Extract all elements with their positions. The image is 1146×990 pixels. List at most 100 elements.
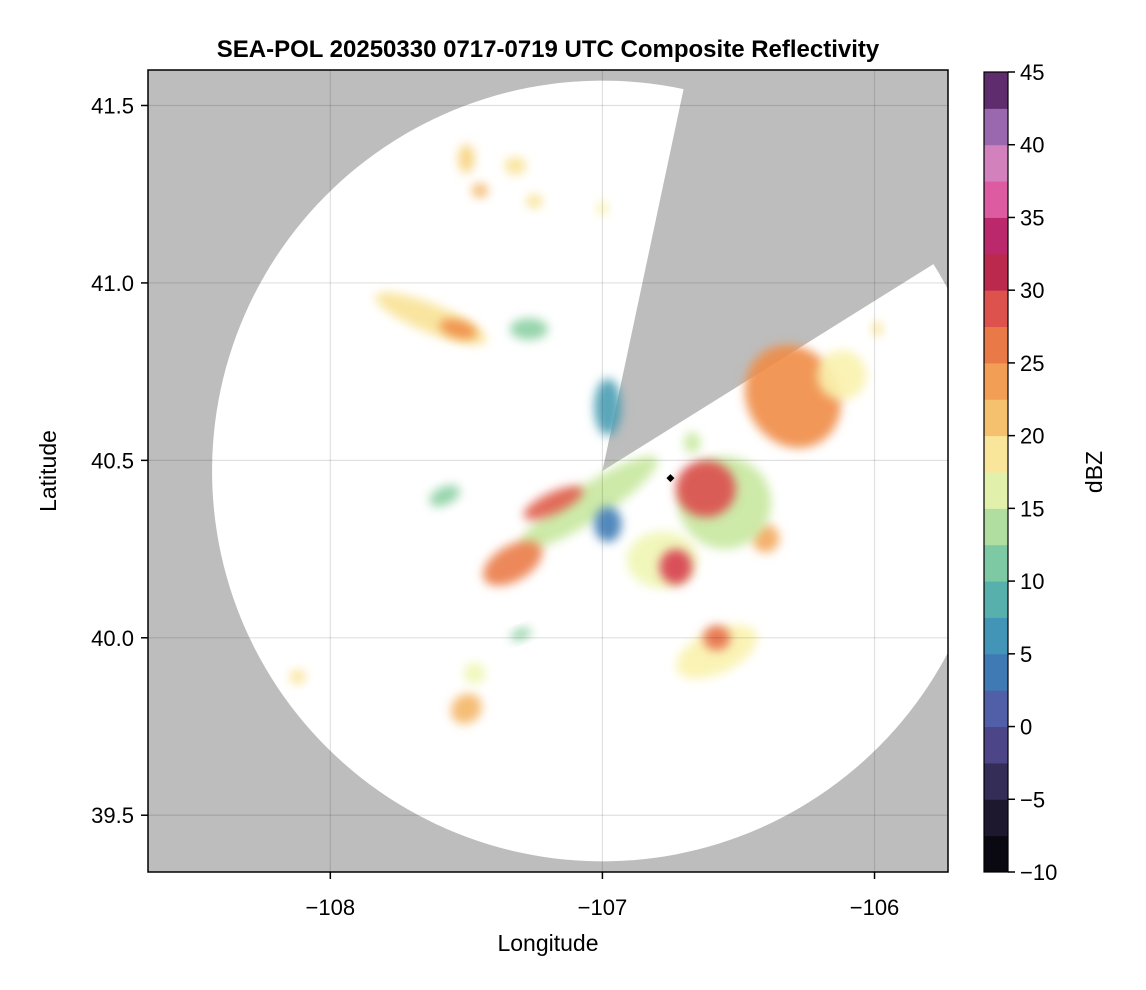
- colorbar-band: [984, 72, 1008, 109]
- echo-cell: [504, 156, 527, 175]
- colorbar-band: [984, 762, 1008, 800]
- colorbar-tick-label: 15: [1020, 496, 1044, 521]
- colorbar-tick-label: 30: [1020, 278, 1044, 303]
- x-tick-label: −108: [306, 895, 356, 920]
- echo-cell: [471, 183, 489, 198]
- colorbar-tick-label: 45: [1020, 60, 1044, 85]
- echo-cell: [523, 486, 584, 520]
- colorbar-tick: 30: [1008, 278, 1044, 303]
- echo-cell: [744, 344, 841, 449]
- echo-cell: [817, 350, 867, 401]
- colorbar-band: [984, 108, 1008, 146]
- y-tick: 40.5: [91, 448, 148, 473]
- echo-cell: [684, 431, 701, 454]
- colorbar-band: [984, 617, 1008, 655]
- x-tick-label: −106: [850, 895, 900, 920]
- echo-cell: [659, 549, 693, 585]
- echo-cell: [439, 319, 477, 339]
- colorbar-tick-label: 0: [1020, 715, 1032, 740]
- colorbar-tick: 10: [1008, 569, 1044, 594]
- radar-coverage-area: [212, 80, 948, 862]
- echo-cell: [482, 540, 543, 586]
- colorbar-band: [984, 690, 1008, 728]
- radar-marker: [666, 474, 675, 483]
- echo-cell: [594, 378, 622, 436]
- echo-cell: [458, 144, 475, 173]
- colorbar-tick-label: 20: [1020, 424, 1044, 449]
- x-tick-label: −107: [578, 895, 628, 920]
- y-axis: 39.5 40.0 40.5 41.0 41.5 Latitude: [35, 93, 148, 828]
- colorbar-tick-label: 35: [1020, 205, 1044, 230]
- colorbar-band: [984, 362, 1008, 400]
- y-tick: 39.5: [91, 803, 148, 828]
- y-tick-label: 40.0: [91, 626, 134, 651]
- colorbar-bands: [984, 72, 1008, 873]
- colorbar-band: [984, 217, 1008, 255]
- colorbar-tick: 45: [1008, 60, 1044, 85]
- echo-cell: [429, 485, 460, 507]
- colorbar-band: [984, 508, 1008, 546]
- colorbar-tick-label: 10: [1020, 569, 1044, 594]
- echo-cell: [594, 506, 622, 542]
- colorbar-band: [984, 544, 1008, 582]
- colorbar-tick-label: −10: [1020, 860, 1057, 885]
- y-tick-label: 39.5: [91, 803, 134, 828]
- x-tick: −107: [578, 872, 628, 920]
- colorbar-band: [984, 144, 1008, 182]
- y-tick-label: 41.0: [91, 271, 134, 296]
- colorbar-tick-label: 40: [1020, 133, 1044, 158]
- colorbar-tick: −5: [1008, 787, 1045, 812]
- colorbar-tick: 0: [1008, 715, 1032, 740]
- colorbar-band: [984, 253, 1008, 291]
- echo-cell: [289, 669, 306, 684]
- echo-cell: [871, 321, 883, 337]
- colorbar-tick: 20: [1008, 424, 1044, 449]
- y-tick-label: 40.5: [91, 448, 134, 473]
- colorbar-band: [984, 726, 1008, 764]
- colorbar-band: [984, 653, 1008, 691]
- echo-cell: [596, 201, 608, 216]
- colorbar-band: [984, 290, 1008, 328]
- colorbar-band: [984, 181, 1008, 218]
- echo-cell: [526, 194, 543, 209]
- colorbar-tick-label: 25: [1020, 351, 1044, 376]
- colorbar-band: [984, 326, 1008, 364]
- colorbar-frame: [983, 71, 1009, 873]
- colorbar-tick: −10: [1008, 860, 1057, 885]
- y-tick-label: 41.5: [91, 93, 134, 118]
- echo-cell: [703, 625, 731, 651]
- colorbar-tick: 15: [1008, 496, 1044, 521]
- echo-cell: [463, 662, 486, 684]
- colorbar-band: [984, 399, 1008, 437]
- colorbar-tick: 5: [1008, 642, 1032, 667]
- echo-cell: [509, 318, 548, 340]
- colorbar-ticks: −10 −5 0 5 10 15 20 25 30 35 40 45: [1008, 60, 1057, 885]
- x-axis: −108 −107 −106 Longitude: [306, 872, 900, 956]
- colorbar-band: [984, 799, 1008, 837]
- colorbar-tick-label: 5: [1020, 642, 1032, 667]
- colorbar-label: dBZ: [1081, 451, 1107, 493]
- echo-cell: [510, 628, 532, 641]
- grid-lines: [148, 70, 948, 872]
- echo-layer: [289, 144, 883, 724]
- colorbar-band: [984, 581, 1008, 618]
- colorbar-tick: 35: [1008, 205, 1044, 230]
- x-tick: −108: [306, 872, 356, 920]
- chart-title: SEA-POL 20250330 0717-0719 UTC Composite…: [217, 36, 880, 63]
- x-axis-label: Longitude: [497, 930, 598, 956]
- y-tick: 40.0: [91, 626, 148, 651]
- colorbar-tick: 40: [1008, 133, 1044, 158]
- colorbar-band: [984, 835, 1008, 873]
- y-tick: 41.0: [91, 271, 148, 296]
- y-axis-label: Latitude: [35, 430, 61, 512]
- colorbar-band: [984, 472, 1008, 509]
- y-tick: 41.5: [91, 93, 148, 118]
- colorbar: −10 −5 0 5 10 15 20 25 30 35 40 45 dBZ: [983, 60, 1107, 885]
- plot-area: [148, 70, 948, 872]
- plot-frame: [147, 69, 949, 873]
- echo-cell: [450, 693, 482, 724]
- echo-cell: [676, 625, 758, 679]
- echo-cell: [519, 456, 658, 550]
- colorbar-tick-label: −5: [1020, 787, 1045, 812]
